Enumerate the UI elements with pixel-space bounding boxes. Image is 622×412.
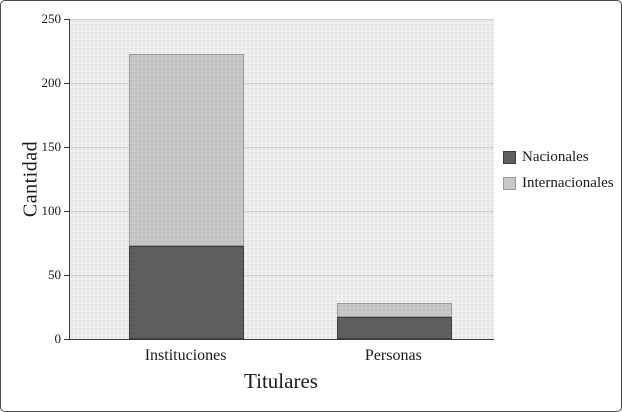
gridline (70, 19, 494, 20)
y-tick-label: 200 (41, 75, 62, 90)
nacionales-swatch-icon (503, 151, 516, 164)
gridline (70, 275, 494, 276)
gridline (70, 147, 494, 148)
y-tick-mark (64, 275, 69, 276)
x-axis-categories: Instituciones Personas (69, 347, 493, 367)
bar-personas (336, 19, 452, 339)
y-tick-mark (64, 339, 69, 340)
legend-label-nacionales: Nacionales (522, 149, 589, 165)
bar-segment-internacionales (129, 53, 245, 246)
legend: Nacionales Internacionales (503, 149, 614, 201)
legend-item-nacionales: Nacionales (503, 149, 614, 166)
bar-instituciones (129, 19, 245, 339)
legend-label-internacionales: Internacionales (522, 175, 614, 191)
legend-item-internacionales: Internacionales (503, 175, 614, 192)
y-tick-mark (64, 211, 69, 212)
y-tick-mark (64, 19, 69, 20)
bar-segment-internacionales (336, 303, 452, 318)
y-tick-mark (64, 83, 69, 84)
y-axis: 0 50 100 150 200 250 (1, 11, 62, 346)
bar-segment-nacionales (129, 245, 245, 339)
y-tick-label: 250 (41, 11, 62, 26)
y-tick-label: 100 (41, 203, 62, 218)
y-tick-mark (64, 147, 69, 148)
bar-segment-nacionales (336, 317, 452, 339)
internacionales-swatch-icon (503, 177, 516, 190)
plot-area (69, 19, 494, 340)
y-tick-label: 150 (41, 139, 62, 154)
gridline (70, 83, 494, 84)
x-category-instituciones: Instituciones (144, 347, 227, 364)
y-tick-label: 0 (54, 331, 62, 346)
x-category-personas: Personas (364, 347, 422, 364)
y-tick-label: 50 (48, 267, 61, 282)
x-axis-title: Titulares (244, 369, 318, 393)
gridline (70, 211, 494, 212)
